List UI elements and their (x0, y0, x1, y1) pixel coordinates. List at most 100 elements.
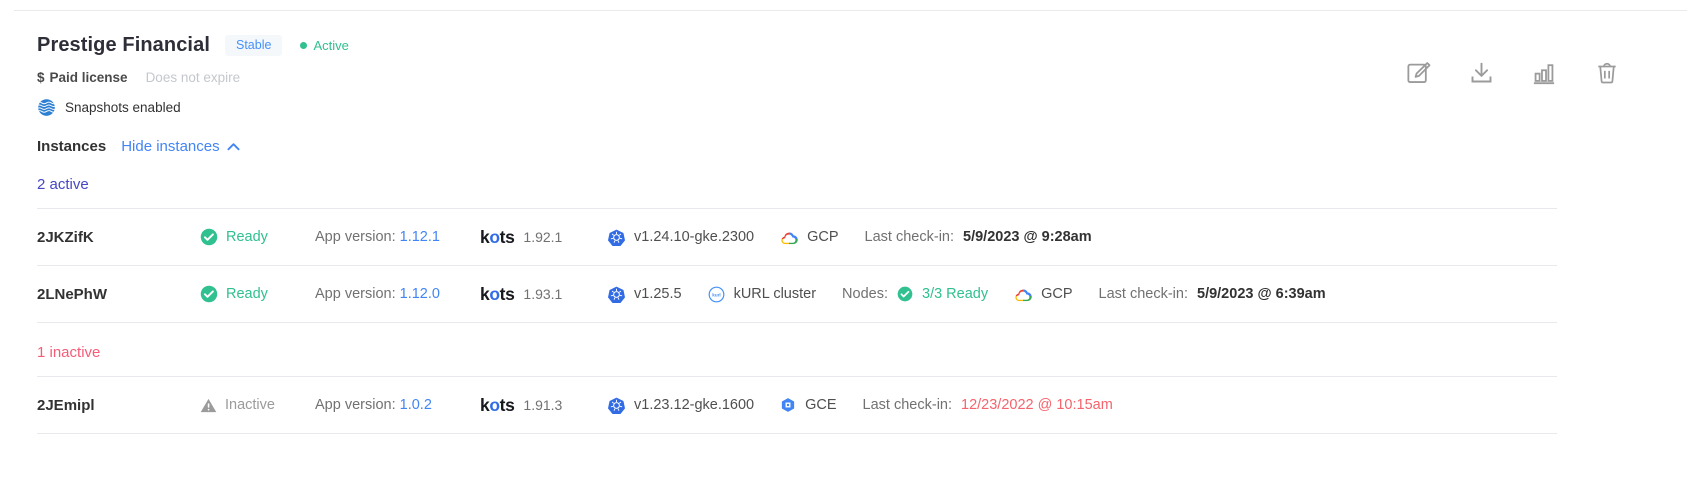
app-version-label: App version: (315, 229, 400, 245)
last-checkin-value: 12/23/2022 @ 10:15am (961, 397, 1113, 413)
cloud-provider-label: GCP (807, 229, 839, 245)
nodes-status: Nodes: 3/3 Ready (842, 286, 988, 302)
instances-table: 2 active 2JKZifK Ready App version: 1.12… (37, 176, 1557, 434)
kubernetes-icon (608, 229, 625, 246)
kots-version: kots 1.93.1 (480, 284, 608, 305)
instance-status-label: Inactive (225, 397, 275, 413)
bar-chart-icon (1533, 63, 1555, 84)
cloud-provider: GCP (1014, 286, 1073, 302)
last-checkin: Last check-in: 5/9/2023 @ 6:39am (1099, 286, 1326, 302)
kots-logo: kots (480, 394, 515, 415)
kots-version: kots 1.92.1 (480, 227, 608, 248)
instances-title: Instances (37, 138, 107, 155)
instance-id: 2JEmipl (37, 396, 95, 414)
hide-instances-toggle[interactable]: Hide instances (121, 138, 240, 155)
cloud-provider: GCP (780, 229, 839, 245)
nodes-check-icon (897, 286, 913, 302)
customer-header: Prestige Financial Stable Active (37, 34, 1621, 57)
k8s-version-value: v1.25.5 (634, 286, 682, 302)
instance-status-label: Ready (226, 286, 268, 302)
snapshots-label: Snapshots enabled (65, 100, 181, 115)
kubernetes-icon (608, 397, 625, 414)
snapshots-icon (38, 99, 55, 116)
kurl-cluster-label: kURL cluster (733, 286, 817, 302)
app-version-link[interactable]: 1.0.2 (399, 397, 432, 413)
dollar-icon: $ (37, 70, 45, 85)
instance-status: Ready (200, 285, 315, 303)
customer-detail-card: Prestige Financial Stable Active $ Paid l… (37, 34, 1621, 434)
instance-group: 2 active 2JKZifK Ready App version: 1.12… (37, 176, 1557, 323)
instance-row[interactable]: 2JKZifK Ready App version: 1.12.1 kots 1… (37, 209, 1557, 266)
snapshots-line: Snapshots enabled (37, 98, 1621, 117)
delete-customer-button[interactable] (1593, 58, 1621, 86)
cloud-provider: GCE (780, 397, 837, 413)
last-checkin-label: Last check-in: (864, 229, 955, 245)
instance-row[interactable]: 2LNePhW Ready App version: 1.12.0 kots 1… (37, 266, 1557, 323)
instance-id: 2LNePhW (37, 285, 108, 303)
app-version-label: App version: (315, 397, 400, 413)
license-type: $ Paid license (37, 70, 128, 85)
app-version: App version: 1.12.1 (315, 229, 480, 245)
instance-details: v1.25.5 kurl kURL cluster Nodes: 3/3 Rea… (608, 286, 1326, 303)
last-checkin-label: Last check-in: (1098, 286, 1188, 302)
license-type-label: Paid license (49, 70, 128, 85)
instance-row[interactable]: 2JEmipl Inactive App version: 1.0.2 kots… (37, 377, 1557, 434)
gcp-icon (1015, 289, 1032, 301)
nodes-label: Nodes: (842, 286, 888, 302)
app-version-label: App version: (315, 286, 400, 302)
app-version-link[interactable]: 1.12.0 (399, 286, 440, 302)
customer-name: Prestige Financial (37, 34, 210, 56)
app-version-link[interactable]: 1.12.1 (399, 229, 440, 245)
app-version: App version: 1.0.2 (315, 397, 480, 413)
inactive-warning-icon (200, 398, 217, 412)
k8s-version: v1.25.5 (608, 286, 682, 303)
ready-check-icon (200, 228, 218, 246)
instances-header: Instances Hide instances (37, 138, 1621, 155)
instance-status-label: Ready (226, 229, 268, 245)
kots-version-value: 1.92.1 (523, 229, 563, 245)
kots-version: kots 1.91.3 (480, 395, 608, 416)
card-top-divider (14, 10, 1687, 11)
trash-icon (1598, 62, 1616, 83)
customer-actions-toolbar (1404, 58, 1621, 86)
channel-badge: Stable (224, 35, 283, 56)
kurl-cluster: kurl kURL cluster (708, 286, 816, 303)
instance-rows: 2JEmipl Inactive App version: 1.0.2 kots… (37, 376, 1557, 434)
customer-status: Active (300, 38, 349, 53)
chevron-up-icon (227, 143, 240, 151)
edit-icon (1406, 61, 1430, 83)
download-license-button[interactable] (1467, 58, 1495, 86)
customer-status-label: Active (313, 38, 349, 53)
kots-logo: kots (480, 283, 515, 304)
last-checkin: Last check-in: 12/23/2022 @ 10:15am (863, 397, 1113, 413)
nodes-ready-value: 3/3 Ready (922, 286, 989, 302)
k8s-version-value: v1.23.12-gke.1600 (634, 397, 755, 413)
instance-details: v1.23.12-gke.1600 kurl (608, 397, 1113, 414)
kurl-icon: kurl (708, 286, 724, 302)
k8s-version-value: v1.24.10-gke.2300 (634, 229, 755, 245)
license-line: $ Paid license Does not expire (37, 70, 1621, 85)
app-version: App version: 1.12.0 (315, 286, 480, 302)
active-dot-icon (300, 42, 308, 49)
cloud-provider-label: GCE (805, 397, 837, 413)
group-count-label: 2 active (37, 176, 89, 193)
instance-details: v1.24.10-gke.2300 kurl (608, 229, 1092, 246)
hide-instances-label: Hide instances (121, 138, 220, 155)
cloud-provider-label: GCP (1041, 286, 1073, 302)
kots-logo: kots (480, 226, 515, 247)
instance-rows: 2JKZifK Ready App version: 1.12.1 kots 1… (37, 208, 1557, 323)
last-checkin: Last check-in: 5/9/2023 @ 9:28am (865, 229, 1092, 245)
kubernetes-icon (608, 286, 625, 303)
last-checkin-value: 5/9/2023 @ 9:28am (963, 229, 1092, 245)
customer-metrics-button[interactable] (1530, 58, 1558, 86)
download-icon (1471, 62, 1491, 82)
license-expiry: Does not expire (145, 70, 241, 85)
edit-customer-button[interactable] (1404, 58, 1432, 86)
kots-version-value: 1.93.1 (523, 286, 563, 302)
instance-status: Inactive (200, 397, 315, 414)
kots-version-value: 1.91.3 (523, 397, 563, 413)
last-checkin-value: 5/9/2023 @ 6:39am (1197, 286, 1326, 302)
gce-icon (781, 398, 795, 412)
gcp-icon (781, 232, 798, 244)
instance-status: Ready (200, 228, 315, 246)
